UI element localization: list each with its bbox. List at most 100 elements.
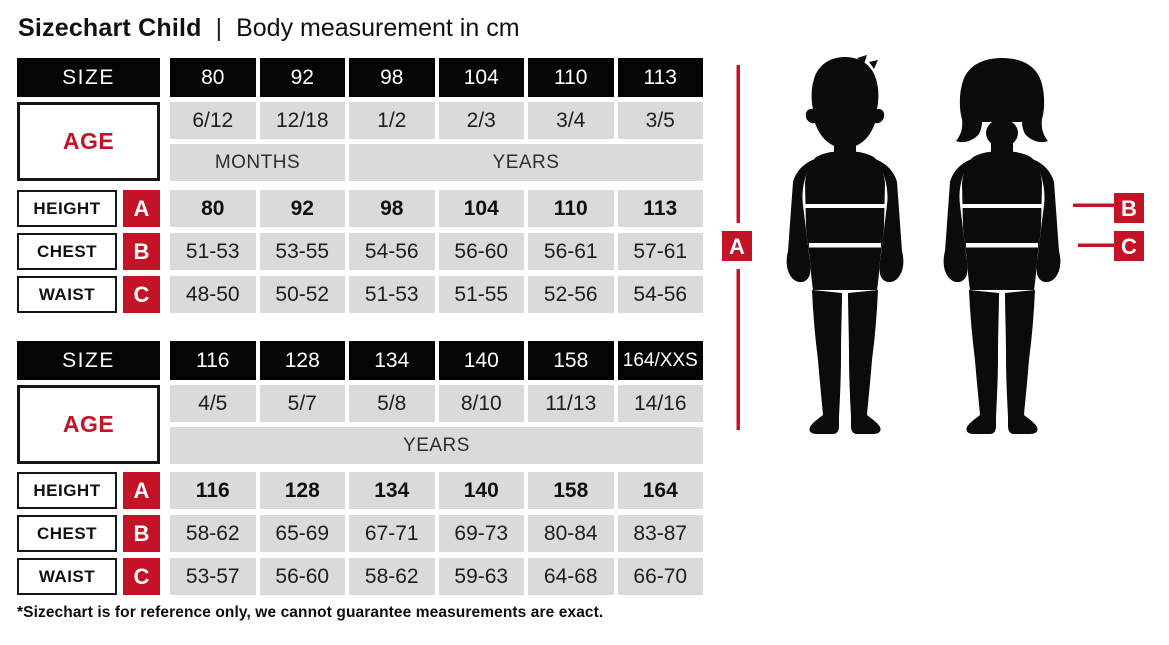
table2-age-6: 14/16 (617, 385, 703, 422)
table2-chest-v3: 67-71 (349, 515, 435, 552)
table2-period-years: YEARS (170, 427, 703, 464)
girl-waist-line (966, 243, 1038, 248)
table1-measure-grid: HEIGHT A 80 92 98 104 110 113 CHEST B 51… (17, 190, 703, 313)
table2-chest-v4: 69-73 (438, 515, 524, 552)
height-letter-badge: A (123, 190, 160, 227)
table1-height-v3: 98 (349, 190, 435, 227)
waist-letter-badge: C (123, 558, 160, 595)
table2-height-v1: 116 (170, 472, 256, 509)
title-separator: | (215, 14, 223, 42)
table2-chest-v5: 80-84 (528, 515, 614, 552)
footnote: *Sizechart is for reference only, we can… (17, 604, 604, 621)
table2-age-3: 5/8 (349, 385, 435, 422)
table1-age-2: 12/18 (259, 102, 345, 139)
chest-label: CHEST (17, 515, 117, 552)
table2-height-v5: 158 (528, 472, 614, 509)
title-main: Sizechart Child (18, 14, 202, 42)
chest-letter-badge: B (123, 515, 160, 552)
table1-waist-v3: 51-53 (349, 276, 435, 313)
table1-period-months: MONTHS (170, 144, 345, 181)
table1-size-110: 110 (528, 58, 614, 97)
table1-chest-v3: 54-56 (349, 233, 435, 270)
table1-age-5: 3/4 (528, 102, 614, 139)
table1-age-3: 1/2 (349, 102, 435, 139)
height-label: HEIGHT (17, 190, 117, 227)
waist-label: WAIST (17, 276, 117, 313)
body-measurement-figure: A B C (722, 55, 1144, 434)
table2-chest-v1: 58-62 (170, 515, 256, 552)
table1-age-label: AGE (17, 102, 160, 181)
table2-height-v2: 128 (259, 472, 345, 509)
table2-waist-v5: 64-68 (528, 558, 614, 595)
table1-height-v1: 80 (170, 190, 256, 227)
table2-size-128: 128 (259, 341, 345, 380)
table2-header-grid: SIZE 116 128 134 140 158 164/XXS AGE 4/5… (17, 341, 703, 464)
measurement-indicators: A B C (722, 65, 1144, 430)
table2-size-164xxs: 164/XXS (617, 341, 703, 380)
waist-indicator-line (1078, 243, 1114, 247)
table2-age-1: 4/5 (170, 385, 256, 422)
table1-size-label: SIZE (17, 58, 160, 97)
chest-indicator-line (1073, 203, 1114, 207)
boy-chest-line (805, 204, 885, 208)
height-label: HEIGHT (17, 472, 117, 509)
boy-waist-line (809, 243, 881, 248)
figure-label-c: C (1121, 234, 1137, 259)
table1-waist-row-label: WAIST C (17, 276, 160, 313)
height-indicator-line-bottom (736, 269, 740, 430)
table1-chest-v5: 56-61 (528, 233, 614, 270)
table2-age-2: 5/7 (259, 385, 345, 422)
table1-chest-v4: 56-60 (438, 233, 524, 270)
table2-waist-v2: 56-60 (259, 558, 345, 595)
table1-height-v2: 92 (259, 190, 345, 227)
table1-waist-v6: 54-56 (617, 276, 703, 313)
chest-indicator-box (1114, 193, 1144, 223)
chest-label: CHEST (17, 233, 117, 270)
table1-size-92: 92 (259, 58, 345, 97)
table1-size-98: 98 (349, 58, 435, 97)
table2-height-v3: 134 (349, 472, 435, 509)
chest-letter-badge: B (123, 233, 160, 270)
height-indicator-line-top (736, 65, 740, 223)
table2-waist-v3: 58-62 (349, 558, 435, 595)
table2-height-v4: 140 (438, 472, 524, 509)
waist-label: WAIST (17, 558, 117, 595)
height-letter-badge: A (123, 472, 160, 509)
table1-size-113: 113 (617, 58, 703, 97)
table1-chest-v2: 53-55 (259, 233, 345, 270)
table1-age-6: 3/5 (617, 102, 703, 139)
table2-height-row-label: HEIGHT A (17, 472, 160, 509)
table2-waist-v1: 53-57 (170, 558, 256, 595)
table2-waist-v4: 59-63 (438, 558, 524, 595)
waist-indicator-box (1114, 231, 1144, 261)
waist-letter-badge: C (123, 276, 160, 313)
table1-chest-v6: 57-61 (617, 233, 703, 270)
table1-chest-row-label: CHEST B (17, 233, 160, 270)
table1-period-years: YEARS (349, 144, 703, 181)
girl-chest-line (962, 204, 1042, 208)
table2-size-label: SIZE (17, 341, 160, 380)
table2-size-158: 158 (528, 341, 614, 380)
table2-age-label: AGE (17, 385, 160, 464)
table2-size-140: 140 (438, 341, 524, 380)
table2-chest-row-label: CHEST B (17, 515, 160, 552)
boy-silhouette (786, 55, 904, 434)
table2-waist-v6: 66-70 (617, 558, 703, 595)
table2-chest-v2: 65-69 (259, 515, 345, 552)
table1-waist-v4: 51-55 (438, 276, 524, 313)
table2-size-134: 134 (349, 341, 435, 380)
table1-waist-v5: 52-56 (528, 276, 614, 313)
girl-silhouette (943, 58, 1061, 434)
table2-chest-v6: 83-87 (617, 515, 703, 552)
table1-chest-v1: 51-53 (170, 233, 256, 270)
table2-age-5: 11/13 (528, 385, 614, 422)
table1-size-80: 80 (170, 58, 256, 97)
table1-size-104: 104 (438, 58, 524, 97)
title-subtitle: Body measurement in cm (236, 14, 520, 42)
table1-height-v5: 110 (528, 190, 614, 227)
table1-age-1: 6/12 (170, 102, 256, 139)
table1-waist-v1: 48-50 (170, 276, 256, 313)
table2-size-116: 116 (170, 341, 256, 380)
page-title: Sizechart Child | Body measurement in cm (18, 14, 520, 43)
figure-label-a: A (729, 234, 745, 259)
